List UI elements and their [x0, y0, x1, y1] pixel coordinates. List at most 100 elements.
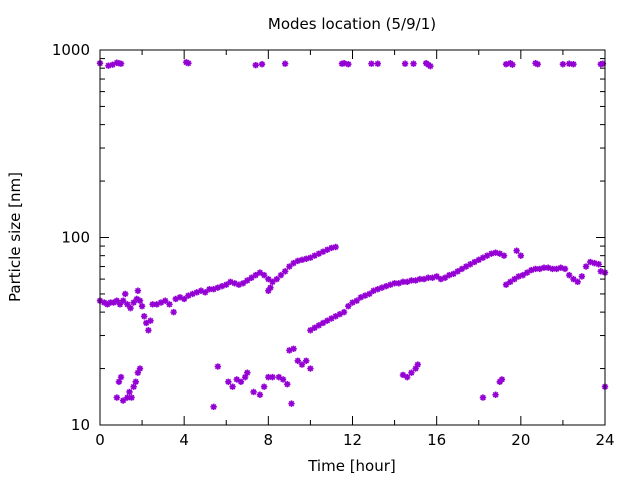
data-point [214, 284, 222, 291]
data-point [140, 313, 148, 320]
data-point [134, 287, 142, 294]
data-point [454, 268, 461, 275]
data-point [427, 62, 434, 70]
data-point [328, 315, 335, 322]
data-point [229, 383, 236, 390]
data-point [145, 327, 152, 334]
data-point [553, 265, 560, 273]
data-point [467, 261, 474, 268]
data-point [110, 299, 117, 306]
data-point [408, 277, 415, 284]
data-point [115, 378, 123, 385]
data-point [582, 263, 590, 270]
data-point [185, 292, 192, 299]
data-point [399, 278, 407, 286]
data-point [172, 295, 179, 303]
data-point [286, 347, 293, 354]
data-point [336, 310, 344, 318]
data-point [479, 394, 487, 401]
data-point [433, 273, 440, 280]
data-point [387, 281, 394, 288]
x-tick-label: 4 [179, 431, 189, 449]
data-point [450, 270, 457, 278]
data-point [260, 271, 268, 279]
data-point [324, 317, 331, 324]
data-point [136, 365, 144, 372]
data-point [414, 361, 421, 368]
data-point [536, 265, 543, 273]
data-point [265, 287, 272, 294]
data-point [515, 273, 522, 280]
data-point [241, 373, 249, 381]
x-tick-label: 8 [264, 431, 274, 449]
data-point [290, 345, 297, 352]
data-point [404, 373, 411, 381]
data-point [502, 281, 510, 288]
data-point [488, 250, 495, 257]
data-point [498, 376, 506, 383]
data-point [507, 278, 514, 286]
data-point [532, 265, 539, 273]
data-point [523, 269, 531, 276]
data-point [265, 275, 272, 283]
data-point [345, 303, 352, 310]
data-point [269, 278, 276, 286]
data-point [446, 271, 453, 279]
data-point [566, 271, 573, 279]
data-point [143, 319, 150, 327]
y-axis-label: Particle size [nm] [6, 172, 24, 302]
data-point [218, 282, 226, 290]
data-point [133, 295, 141, 303]
data-point [408, 369, 415, 376]
x-tick-label: 16 [427, 431, 446, 449]
data-point [170, 308, 177, 316]
data-point [416, 275, 424, 283]
data-point [180, 295, 188, 303]
data-point [591, 259, 598, 267]
data-point [559, 60, 567, 68]
data-point [315, 250, 323, 257]
data-point [176, 294, 184, 301]
data-point [566, 60, 573, 67]
plot-frame [99, 49, 606, 426]
data-point [138, 303, 146, 310]
data-point [117, 60, 125, 67]
data-point [210, 403, 217, 411]
x-tick-label: 0 [95, 431, 105, 449]
data-point [248, 274, 255, 281]
data-point [404, 278, 411, 286]
data-point [279, 376, 287, 383]
data-point [183, 59, 190, 66]
data-point [597, 268, 604, 275]
data-point [105, 62, 112, 69]
data-point [185, 60, 192, 67]
data-point [126, 388, 133, 396]
y-tick-label: 1000 [52, 41, 90, 59]
data-point [101, 299, 108, 306]
data-point [117, 373, 125, 381]
data-point [290, 259, 297, 267]
data-point [412, 365, 419, 372]
data-point [502, 60, 510, 68]
data-point [332, 313, 339, 320]
data-point [197, 287, 205, 294]
data-point [420, 275, 428, 283]
data-point [561, 265, 569, 273]
data-point [370, 287, 377, 294]
data-point [500, 252, 508, 259]
data-point [214, 363, 222, 370]
data-point [532, 60, 539, 67]
data-point [124, 394, 131, 401]
data-point [166, 301, 173, 308]
data-point [162, 297, 169, 304]
data-point [227, 278, 234, 286]
axis-ticks: 0 4 8 12 16 20 24 10 100 1000 [52, 41, 615, 449]
data-point [570, 60, 577, 68]
data-point [395, 280, 402, 287]
data-point [357, 294, 365, 301]
data-point [124, 301, 131, 308]
data-point [374, 285, 381, 293]
data-point [540, 264, 548, 271]
data-point [244, 369, 251, 376]
